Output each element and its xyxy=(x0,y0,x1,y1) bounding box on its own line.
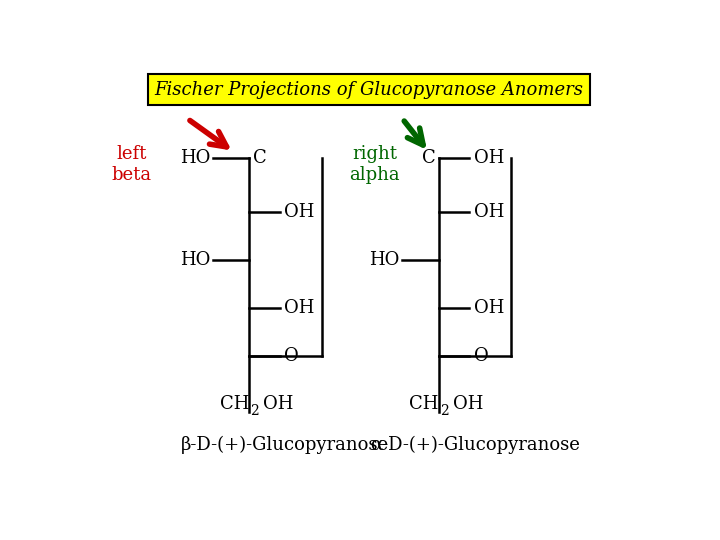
Text: right
alpha: right alpha xyxy=(349,145,400,184)
Text: CH: CH xyxy=(410,395,438,413)
Text: OH: OH xyxy=(284,299,315,317)
Text: O: O xyxy=(284,347,299,365)
Text: Fischer Projections of Glucopyranose Anomers: Fischer Projections of Glucopyranose Ano… xyxy=(155,81,583,99)
Text: 2: 2 xyxy=(440,404,449,418)
Text: OH: OH xyxy=(474,299,504,317)
Text: OH: OH xyxy=(474,150,504,167)
Text: left
beta: left beta xyxy=(112,145,152,184)
Text: C: C xyxy=(253,150,267,167)
Text: O: O xyxy=(474,347,489,365)
Text: OH: OH xyxy=(474,204,504,221)
Text: HO: HO xyxy=(179,251,210,269)
Text: OH: OH xyxy=(284,204,315,221)
Text: CH: CH xyxy=(220,395,249,413)
Text: α-D-(+)-Glucopyranose: α-D-(+)-Glucopyranose xyxy=(370,436,580,454)
Text: HO: HO xyxy=(179,150,210,167)
Text: C: C xyxy=(422,150,436,167)
Text: OH: OH xyxy=(263,395,293,413)
Text: HO: HO xyxy=(369,251,400,269)
Text: OH: OH xyxy=(453,395,483,413)
Text: 2: 2 xyxy=(250,404,259,418)
Text: β-D-(+)-Glucopyranose: β-D-(+)-Glucopyranose xyxy=(181,436,390,454)
